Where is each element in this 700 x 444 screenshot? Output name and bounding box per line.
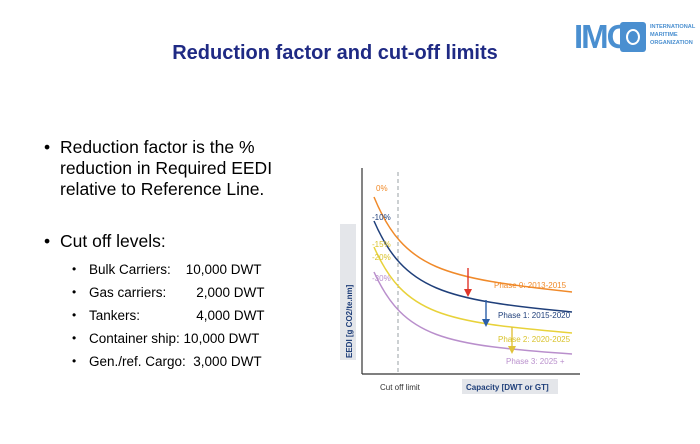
phase-arrow-yellow-head bbox=[508, 346, 516, 354]
x-axis-label-box bbox=[462, 379, 558, 394]
slide-title: Reduction factor and cut-off limits bbox=[172, 42, 498, 64]
cutoff-item-general-cargo: Gen./ref. Cargo: 3,000 DWT bbox=[72, 350, 324, 373]
tick-10: -10% bbox=[372, 213, 391, 222]
phase-3-curve bbox=[373, 271, 573, 355]
x-axis-label: Capacity [DWT or GT] bbox=[466, 383, 549, 392]
cutoff-item-gas: Gas carriers: 2,000 DWT bbox=[72, 281, 324, 304]
bullet-line: relative to Reference Line. bbox=[60, 179, 265, 199]
phase-arrows bbox=[464, 268, 516, 354]
logo-line: INTERNATIONAL bbox=[650, 24, 696, 30]
phase-1-curve bbox=[373, 220, 573, 313]
imo-logo: IMO INTERNATIONAL MARITIME ORGANIZATION bbox=[574, 18, 695, 56]
phase-1-label: Phase 1: 2015-2020 bbox=[498, 311, 571, 320]
globe-emblem-icon bbox=[620, 22, 646, 52]
phase-2-label: Phase 2: 2020-2025 bbox=[498, 335, 571, 344]
phase-0-label: Phase 0: 2013-2015 bbox=[494, 281, 567, 290]
phase-arrow-blue-head bbox=[482, 319, 490, 327]
phase-2-curve bbox=[373, 246, 573, 334]
bullet-list: Reduction factor is the % reduction in R… bbox=[44, 137, 324, 373]
bullet-line: Cut off levels: bbox=[60, 231, 166, 251]
bullet-line: Reduction factor is the % bbox=[60, 137, 255, 157]
tick-20: -20% bbox=[372, 253, 391, 262]
cutoff-sublist: Bulk Carriers: 10,000 DWT Gas carriers: … bbox=[44, 258, 324, 373]
bullet-line: reduction in Required EEDI bbox=[60, 158, 273, 178]
bullet-cutoff-levels: Cut off levels: bbox=[44, 231, 324, 252]
phase-0-curve bbox=[373, 196, 573, 293]
tick-15: -15% bbox=[372, 240, 391, 249]
phase-arrow-red-head bbox=[464, 289, 472, 297]
y-axis-label: EEDI [g CO2/te.nm] bbox=[345, 284, 354, 358]
logo-org-name: INTERNATIONAL MARITIME ORGANIZATION bbox=[650, 23, 695, 47]
tick-0: 0% bbox=[376, 184, 388, 193]
y-axis-label-box bbox=[340, 224, 356, 360]
bullet-reduction-factor: Reduction factor is the % reduction in R… bbox=[44, 137, 324, 200]
tick-30: -30% bbox=[372, 274, 391, 283]
logo-line: ORGANIZATION bbox=[650, 40, 693, 46]
logo-line: MARITIME bbox=[650, 32, 678, 38]
cutoff-item-bulk: Bulk Carriers: 10,000 DWT bbox=[72, 258, 324, 281]
cutoff-label: Cut off limit bbox=[380, 383, 421, 392]
cutoff-item-container: Container ship: 10,000 DWT bbox=[72, 327, 324, 350]
eedi-phase-chart: EEDI [g CO2/te.nm] 0% -10% -15% -20% -30… bbox=[334, 150, 586, 403]
phase-3-label: Phase 3: 2025 + bbox=[506, 357, 565, 366]
cutoff-item-tankers: Tankers: 4,000 DWT bbox=[72, 304, 324, 327]
